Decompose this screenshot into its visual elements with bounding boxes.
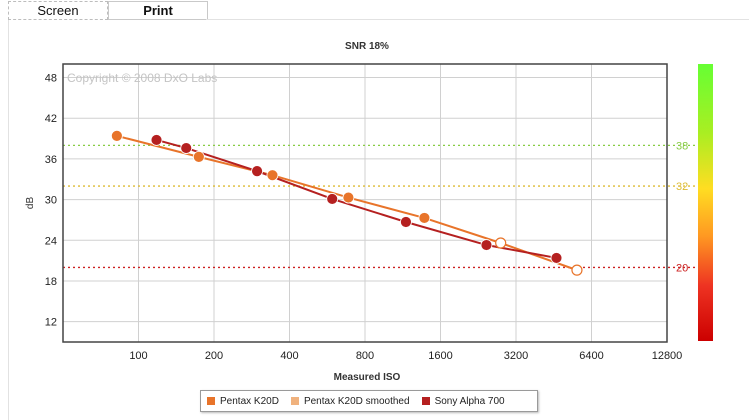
- x-tick-label: 3200: [504, 350, 528, 362]
- pentax-k20d-point: [110, 129, 123, 142]
- y-tick-label: 24: [45, 235, 57, 247]
- pentax-k20d-point: [192, 150, 205, 163]
- copyright-watermark: Copyright © 2008 DxO Labs: [67, 71, 217, 85]
- y-tick-label: 36: [45, 154, 57, 166]
- threshold-label: 20: [676, 262, 688, 274]
- sony-alpha-700-point: [251, 165, 263, 178]
- x-tick-label: 12800: [652, 350, 683, 362]
- sony-alpha-700-point: [550, 252, 563, 264]
- y-tick-label: 30: [45, 195, 57, 207]
- legend-swatch: [290, 397, 299, 405]
- sony-alpha-700-point: [400, 216, 412, 228]
- threshold-label: 38: [676, 140, 688, 152]
- y-tick-label: 18: [45, 276, 57, 288]
- threshold-label: 32: [676, 181, 688, 193]
- panel-left-border: [8, 20, 9, 420]
- y-tick-label: 12: [45, 317, 57, 329]
- view-tabs: Screen Print: [8, 1, 208, 20]
- x-tick-label: 400: [280, 350, 298, 362]
- panel-top-border: [206, 19, 749, 20]
- legend-swatch: [207, 397, 215, 405]
- chart-legend: Pentax K20D Pentax K20D smoothed Sony Al…: [200, 390, 538, 412]
- pentax-k20d-point: [266, 169, 279, 182]
- snr-color-scale: [698, 64, 713, 341]
- y-axis-label: dB: [25, 197, 36, 210]
- snr-chart: SNR 18% 12 18 24 30 36 42 48 100 200 400 800 1600 32…: [25, 41, 713, 383]
- pentax-k20d-smoothed-point: [571, 264, 583, 276]
- sony-alpha-700-point: [326, 193, 339, 205]
- x-tick-label: 200: [205, 350, 223, 362]
- x-axis-label: Measured ISO: [334, 372, 401, 383]
- y-tick-label: 42: [45, 113, 57, 125]
- pentax-k20d-smoothed-point: [495, 237, 507, 249]
- legend-item-pentax-k20d[interactable]: Pentax K20D: [207, 396, 279, 407]
- legend-label: Pentax K20D smoothed: [303, 395, 410, 407]
- legend-item-sony-alpha-700[interactable]: Sony Alpha 700: [421, 395, 505, 407]
- sony-alpha-700-point: [150, 134, 163, 146]
- sony-alpha-700-point: [180, 142, 193, 154]
- legend-swatch: [421, 397, 430, 405]
- pentax-k20d-point: [342, 191, 355, 204]
- legend-label: Pentax K20D: [220, 395, 279, 407]
- x-tick-label: 6400: [579, 350, 603, 362]
- tab-screen[interactable]: Screen: [8, 1, 108, 20]
- chart-title: SNR 18%: [345, 41, 389, 52]
- x-tick-label: 1600: [428, 350, 452, 362]
- x-tick-label: 800: [356, 350, 374, 362]
- pentax-k20d-point: [418, 212, 431, 224]
- y-tick-label: 48: [45, 73, 57, 85]
- tab-print[interactable]: Print: [108, 1, 208, 20]
- legend-item-pentax-k20d-smoothed[interactable]: Pentax K20D smoothed: [290, 395, 410, 407]
- plot-frame: [62, 63, 668, 343]
- x-tick-label: 100: [129, 350, 147, 362]
- legend-label: Sony Alpha 700: [434, 395, 505, 407]
- sony-alpha-700-point: [480, 239, 493, 251]
